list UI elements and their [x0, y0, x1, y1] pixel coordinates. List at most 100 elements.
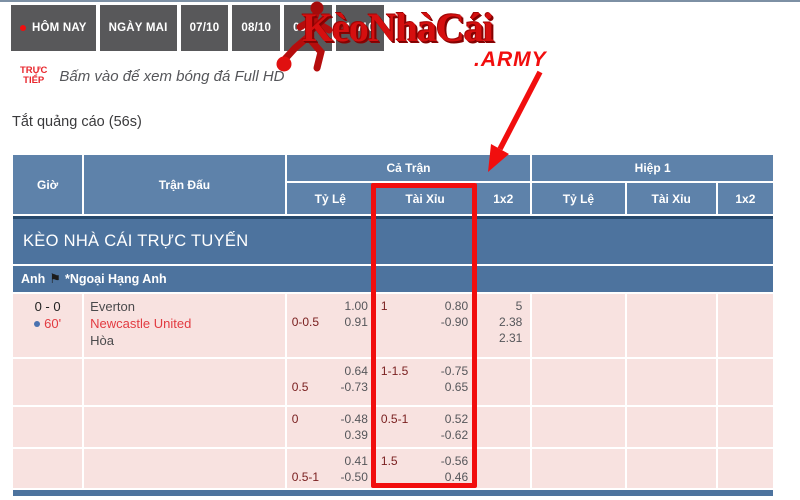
match-cell[interactable] — [84, 449, 285, 488]
odds-cell-ft-ratio[interactable]: 1.00 0-0.5 0.91 — [286, 294, 374, 357]
time-cell — [13, 449, 83, 488]
next-section-band — [13, 490, 773, 496]
live-banner-text: Bấm vào để xem bóng đá Full HD — [59, 67, 285, 85]
team-name: Newcastle United — [90, 316, 192, 331]
odds-cell-ft-ratio[interactable]: 0.64 0.5 -0.73 — [286, 359, 374, 405]
odds-value: 0.52 — [444, 412, 469, 426]
odds-row: 0 - 0 60' Everton Newcastle United Hòa 1.00 0-… — [13, 294, 773, 357]
handicap-value: 1-1.5 — [380, 364, 409, 378]
date-tab-label: 07/10 — [189, 22, 220, 34]
close-ad-button[interactable]: Tắt quảng cáo (56s) — [12, 114, 142, 130]
site-logo[interactable]: KèoNhàCái .ARMY — [276, 0, 576, 84]
odds-line: 0 -0.48 — [287, 411, 374, 427]
odds-line: 0.5-1 -0.50 — [287, 469, 374, 485]
date-tab[interactable]: 10/10 — [335, 5, 384, 51]
odds-line: 1.00 — [287, 298, 374, 314]
match-score: 0 - 0 — [34, 299, 61, 314]
odds-cell-ft-overunder[interactable]: 1-1.5 -0.75 0.65 — [375, 359, 475, 405]
odds-value: 0.91 — [344, 315, 368, 329]
live-dot-icon — [20, 25, 26, 31]
col-header-match: Trận Đấu — [84, 155, 285, 214]
match-cell[interactable]: Everton Newcastle United Hòa — [84, 294, 285, 357]
handicap-value: 1 — [380, 299, 388, 313]
odds-value: 0.39 — [344, 428, 368, 442]
date-tab[interactable]: NGÀY MAI — [99, 5, 177, 51]
odds-value: 0.41 — [344, 454, 368, 468]
match-cell[interactable] — [84, 359, 285, 405]
odds-cell-ft-overunder[interactable]: 1 0.80 -0.90 — [375, 294, 475, 357]
odds-value: 2.38 — [498, 315, 523, 329]
odds-cell-h1-ratio[interactable] — [532, 407, 625, 447]
odds-cell-h1-ratio[interactable] — [532, 294, 625, 357]
time-cell — [13, 407, 83, 447]
col-header-h1-ratio: Tỷ Lệ — [532, 183, 625, 214]
odds-cell-ft-overunder[interactable]: 0.5-1 0.52 -0.62 — [375, 407, 475, 447]
league-country: Anh — [21, 272, 46, 286]
odds-value: -0.90 — [440, 315, 469, 329]
odds-cell-ft-ratio[interactable]: 0.41 0.5-1 -0.50 — [286, 449, 374, 488]
odds-cell-h1-1x2[interactable] — [717, 359, 773, 405]
col-header-half1: Hiệp 1 — [532, 155, 773, 181]
england-flag-icon: ⚑ — [49, 271, 61, 286]
date-tab[interactable]: HÔM NAY — [11, 5, 96, 51]
odds-value: -0.62 — [440, 428, 469, 442]
odds-cell-ft-1x2[interactable] — [476, 407, 531, 447]
odds-line: 0.46 — [376, 469, 474, 485]
odds-cell-ft-1x2[interactable] — [476, 449, 531, 488]
team-name: Everton — [90, 299, 135, 314]
odds-line: 1 0.80 — [376, 298, 474, 314]
odds-value: -0.50 — [340, 470, 368, 484]
odds-cell-ft-1x2[interactable]: 5 2.38 2.31 — [476, 294, 531, 357]
handicap-value: 1.5 — [380, 454, 398, 468]
odds-line: 0.39 — [287, 427, 374, 443]
odds-value: 5 — [515, 299, 523, 313]
odds-cell-ft-overunder[interactable]: 1.5 -0.56 0.46 — [375, 449, 475, 488]
handicap-value: 0 — [291, 412, 299, 426]
time-cell — [13, 359, 83, 405]
odds-line: 1-1.5 -0.75 — [376, 363, 474, 379]
live-stream-link[interactable]: TRỰC TIẾP Bấm vào để xem bóng đá Full HD — [20, 66, 285, 86]
odds-value: 0.46 — [444, 470, 469, 484]
odds-row: 0.41 0.5-1 -0.50 1.5 -0.56 0.46 — [13, 449, 773, 488]
odds-cell-h1-overunder[interactable] — [626, 359, 716, 405]
odds-value: 0.80 — [444, 299, 469, 313]
odds-value: -0.75 — [440, 364, 469, 378]
col-header-ft-1x2: 1x2 — [476, 183, 531, 214]
odds-line: 1.5 -0.56 — [376, 453, 474, 469]
match-minute: 60' — [13, 315, 82, 332]
date-tab[interactable]: 08/10 — [232, 5, 281, 51]
odds-cell-ft-1x2[interactable] — [476, 359, 531, 405]
odds-cell-h1-overunder[interactable] — [626, 294, 716, 357]
odds-table: Giờ Trận Đấu Cả Trận Hiệp 1 Tỷ Lệ Tài Xỉ… — [11, 153, 775, 498]
time-cell: 0 - 0 60' — [13, 294, 83, 357]
col-header-h1-overunder: Tài Xỉu — [626, 183, 716, 214]
col-header-ft-ratio: Tỷ Lệ — [286, 183, 374, 214]
odds-cell-h1-ratio[interactable] — [532, 449, 625, 488]
odds-value: 0.64 — [344, 364, 368, 378]
handicap-value: 0.5-1 — [380, 412, 409, 426]
date-tab-label: 10/10 — [344, 22, 375, 34]
date-tab[interactable]: 07/10 — [180, 5, 229, 51]
odds-cell-h1-overunder[interactable] — [626, 407, 716, 447]
live-badge-line2: TIẾP — [23, 75, 45, 86]
odds-table-wrap: Giờ Trận Đấu Cả Trận Hiệp 1 Tỷ Lệ Tài Xỉ… — [11, 153, 775, 498]
odds-cell-h1-overunder[interactable] — [626, 449, 716, 488]
odds-cell-ft-ratio[interactable]: 0 -0.48 0.39 — [286, 407, 374, 447]
odds-value: -0.48 — [340, 412, 368, 426]
handicap-value: 0-0.5 — [291, 315, 320, 329]
odds-value: 2.31 — [498, 331, 523, 345]
odds-cell-h1-1x2[interactable] — [717, 294, 773, 357]
league-header[interactable]: Anh ⚑ *Ngoại Hạng Anh — [13, 266, 773, 292]
odds-cell-h1-1x2[interactable] — [717, 449, 773, 488]
match-cell[interactable] — [84, 407, 285, 447]
odds-cell-h1-1x2[interactable] — [717, 407, 773, 447]
odds-value: 0.65 — [444, 380, 469, 394]
odds-cell-h1-ratio[interactable] — [532, 359, 625, 405]
odds-row: 0.64 0.5 -0.73 1-1.5 -0.75 0.65 — [13, 359, 773, 405]
team-name: Hòa — [90, 333, 115, 348]
handicap-value: 0.5 — [291, 380, 309, 394]
logo-suffix: .ARMY — [474, 48, 547, 71]
odds-line: 0.5-1 0.52 — [376, 411, 474, 427]
section-title: KÈO NHÀ CÁI TRỰC TUYẾN — [13, 216, 773, 264]
